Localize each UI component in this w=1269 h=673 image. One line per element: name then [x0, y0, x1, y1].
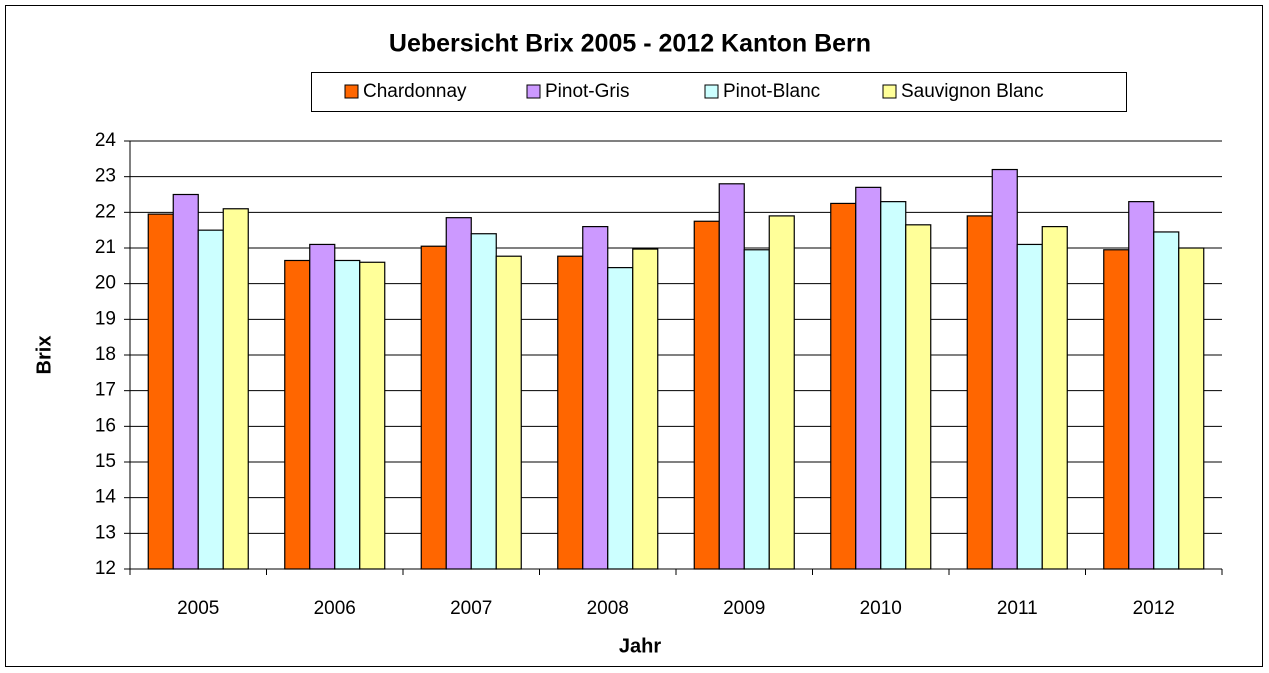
- y-tick-label: 12: [95, 558, 116, 579]
- x-tick-label: 2009: [723, 598, 765, 619]
- bar: [1128, 201, 1155, 570]
- bar: [309, 243, 336, 570]
- bar: [905, 224, 932, 570]
- legend-label: Chardonnay: [363, 81, 467, 102]
- bar: [693, 220, 720, 570]
- bar: [1041, 226, 1068, 570]
- y-tick-label: 17: [95, 380, 116, 401]
- legend-label: Sauvignon Blanc: [901, 81, 1044, 102]
- x-tick-label: 2011: [997, 598, 1038, 619]
- y-tick-label: 22: [95, 201, 116, 222]
- bar: [768, 215, 795, 570]
- bar: [172, 193, 199, 570]
- bar: [1103, 249, 1130, 570]
- legend-box: [311, 72, 1127, 112]
- x-tick-label: 2012: [1133, 598, 1175, 619]
- x-tick-label: 2007: [450, 598, 492, 619]
- x-axis-title: Jahr: [619, 635, 661, 657]
- x-tick-label: 2010: [860, 598, 902, 619]
- bar: [880, 201, 907, 570]
- bar: [197, 229, 224, 570]
- bar: [607, 267, 634, 570]
- bar: [147, 213, 174, 570]
- bar: [855, 186, 882, 570]
- x-tick-label: 2005: [177, 598, 219, 619]
- bar: [495, 255, 522, 570]
- bar: [445, 217, 472, 570]
- y-tick-label: 14: [95, 487, 117, 508]
- x-tick-label: 2008: [587, 598, 629, 619]
- y-axis-title: Brix: [33, 336, 55, 375]
- bar: [284, 259, 311, 570]
- legend-swatch: [704, 84, 719, 99]
- bar: [1178, 247, 1205, 570]
- y-tick-label: 18: [95, 344, 116, 365]
- bar: [470, 233, 497, 570]
- legend-swatch: [526, 84, 541, 99]
- legend-swatch: [882, 84, 897, 99]
- bar: [420, 245, 447, 570]
- y-tick-label: 24: [95, 130, 117, 151]
- legend-label: Pinot-Gris: [545, 81, 629, 102]
- x-tick-label: 2006: [314, 598, 356, 619]
- chart-title: Uebersicht Brix 2005 - 2012 Kanton Bern: [389, 30, 871, 58]
- bar: [1153, 231, 1180, 570]
- y-tick-label: 20: [95, 273, 116, 294]
- bar: [718, 183, 745, 570]
- bar: [359, 261, 386, 570]
- legend-swatch: [344, 84, 359, 99]
- bar: [632, 248, 659, 570]
- bar: [557, 255, 584, 570]
- bar: [991, 168, 1018, 570]
- bar: [582, 226, 609, 570]
- y-tick-label: 21: [95, 237, 116, 258]
- y-tick-label: 19: [95, 308, 116, 329]
- bar: [334, 259, 361, 570]
- y-tick-label: 15: [95, 451, 116, 472]
- y-tick-label: 13: [95, 522, 116, 543]
- bar: [1016, 243, 1043, 570]
- bar: [966, 215, 993, 570]
- y-tick-label: 23: [95, 166, 116, 187]
- bar: [830, 202, 857, 570]
- y-tick-label: 16: [95, 415, 116, 436]
- bar: [743, 249, 770, 570]
- legend-label: Pinot-Blanc: [723, 81, 820, 102]
- bar: [222, 208, 249, 570]
